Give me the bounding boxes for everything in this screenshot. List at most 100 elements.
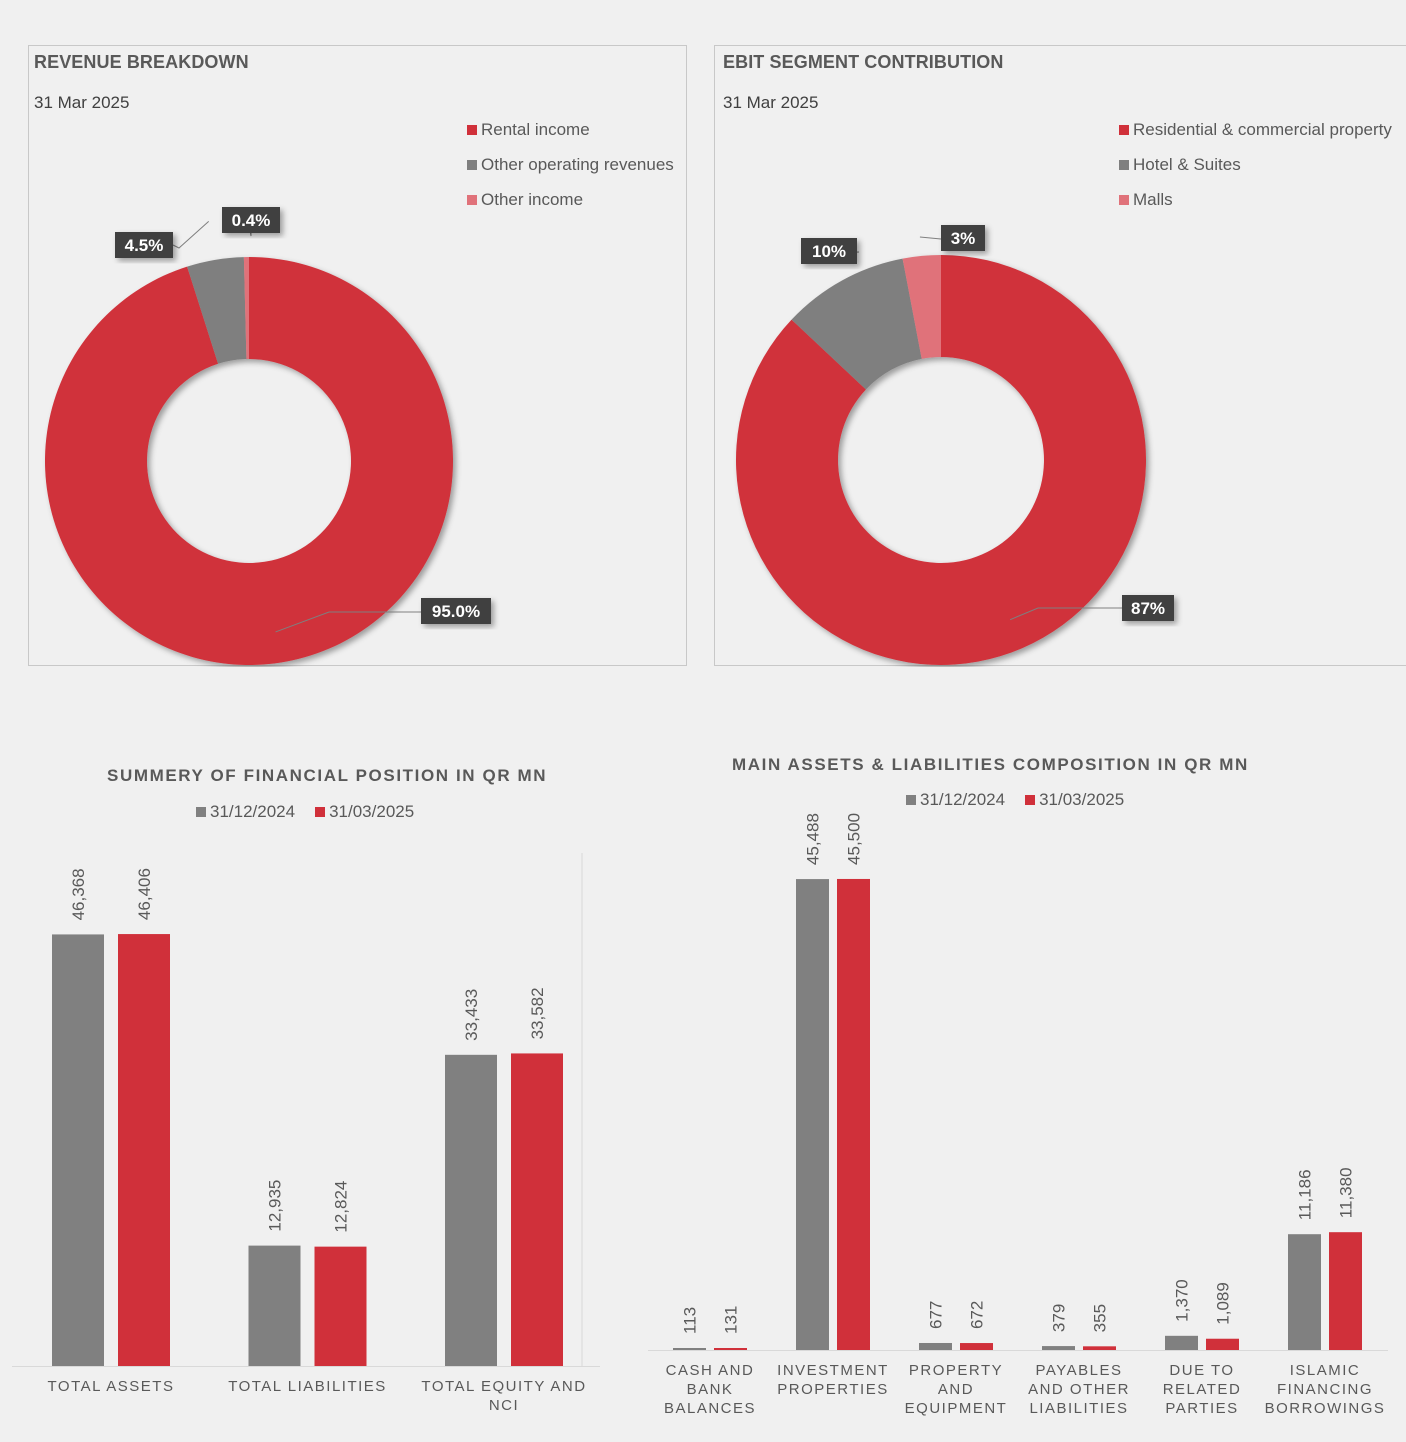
legend-label: Hotel & Suites (1133, 154, 1241, 174)
leader-line (1009, 607, 1122, 621)
legend-item: 31/12/2024 (906, 790, 1005, 810)
legend-item: 31/03/2025 (1025, 790, 1124, 810)
financial-position-legend: 31/12/2024 31/03/2025 (196, 802, 414, 822)
bar-value-label: 12,824 (332, 1181, 351, 1233)
bar (1165, 1335, 1198, 1350)
data-label: 3% (951, 229, 976, 248)
category-label: BALANCES (664, 1400, 756, 1417)
legend-label: Rental income (481, 119, 590, 139)
category-label: RELATED (1163, 1381, 1242, 1398)
category-label: PROPERTY (909, 1362, 1003, 1379)
bar (314, 1246, 367, 1366)
category-label: PROPERTIES (777, 1381, 888, 1398)
bar (919, 1342, 952, 1350)
legend-swatch (906, 795, 916, 805)
legend-label: Residential & commercial property (1133, 119, 1392, 139)
legend-label: 31/03/2025 (1039, 790, 1125, 809)
data-label-box (1122, 595, 1174, 621)
data-label-box (941, 225, 985, 251)
category-label: AND (938, 1381, 974, 1398)
bar (118, 934, 170, 1366)
category-label: FINANCING (1277, 1381, 1373, 1398)
bar (445, 1054, 497, 1366)
bar-value-label: 45,488 (804, 813, 823, 865)
assets-liabilities-legend: 31/12/2024 31/03/2025 (906, 790, 1124, 810)
legend-label: 31/12/2024 (210, 802, 296, 821)
bar (960, 1343, 993, 1350)
category-label: TOTAL LIABILITIES (228, 1378, 387, 1395)
revenue-breakdown-legend: Rental income Other operating revenues Oth… (467, 112, 674, 217)
legend-swatch (1025, 795, 1036, 805)
revenue-breakdown-title: REVENUE BREAKDOWN (34, 52, 249, 72)
data-label-box (421, 598, 491, 624)
financial-position-title: SUMMERY OF FINANCIAL POSITION IN QR MN (107, 766, 548, 785)
bar-value-label: 45,500 (845, 813, 864, 865)
legend-swatch (467, 194, 477, 205)
bar-value-label: 46,368 (69, 868, 88, 920)
donut-slice (736, 255, 1146, 665)
bar (673, 1348, 706, 1350)
legend-swatch (1119, 159, 1129, 170)
bar-value-label: 677 (927, 1301, 946, 1329)
data-label: 4.5% (125, 236, 164, 255)
category-label: NCI (489, 1397, 519, 1414)
donut-slice (902, 255, 941, 359)
legend-label: Malls (1133, 189, 1173, 209)
financial-position-chart: 46,368 46,406 TOTAL ASSETS 12,935 12,824 TOTA… (12, 853, 600, 1414)
legend-label: 31/03/2025 (329, 802, 415, 821)
leader-line (275, 611, 421, 633)
bar-value-label: 113 (681, 1307, 700, 1334)
revenue-breakdown-date: 31 Mar 2025 (34, 93, 130, 112)
ebit-contribution-date: 31 Mar 2025 (723, 93, 819, 112)
bar (837, 878, 870, 1350)
data-label: 95.0% (432, 602, 480, 621)
legend-item: Other operating revenues (467, 147, 674, 182)
ebit-contribution-title: EBIT SEGMENT CONTRIBUTION (723, 52, 1004, 72)
bar (714, 1348, 747, 1350)
donut-slice (187, 257, 247, 364)
leader-line (172, 220, 210, 249)
legend-label: Other operating revenues (481, 154, 674, 174)
legend-swatch (315, 807, 326, 817)
bar-value-label: 46,406 (135, 868, 154, 920)
data-label: 87% (1131, 599, 1165, 618)
data-label: 0.4% (232, 211, 271, 230)
legend-item: Rental income (467, 112, 674, 147)
ebit-contribution-panel: EBIT SEGMENT CONTRIBUTION 31 Mar 2025 Re… (714, 45, 1406, 666)
category-label: TOTAL ASSETS (48, 1378, 175, 1395)
legend-swatch (467, 124, 477, 135)
bar-value-label: 11,380 (1337, 1167, 1356, 1218)
bar (1288, 1234, 1321, 1350)
bar (511, 1053, 563, 1366)
legend-label: Other income (481, 189, 584, 209)
revenue-breakdown-donut: 95.0% 4.5% 0.4% (44, 207, 491, 665)
bar-value-label: 1,370 (1173, 1279, 1192, 1322)
category-label: CASH AND (666, 1362, 755, 1379)
donut-slice (791, 258, 922, 390)
donut-slice (243, 257, 249, 360)
leader-line (919, 236, 942, 240)
legend-item: Other income (467, 182, 674, 217)
legend-swatch (1119, 124, 1129, 135)
category-label: EQUIPMENT (905, 1400, 1008, 1417)
legend-swatch (467, 159, 477, 170)
donut-slice (44, 257, 453, 665)
bar-value-label: 11,186 (1296, 1169, 1315, 1220)
category-label: TOTAL EQUITY AND (421, 1378, 586, 1395)
legend-item: 31/12/2024 (196, 802, 295, 822)
legend-item: Hotel & Suites (1119, 147, 1392, 182)
bar (248, 1245, 301, 1366)
category-label: AND OTHER (1028, 1381, 1130, 1398)
data-label-box (801, 238, 857, 264)
data-label-box (222, 207, 280, 233)
legend-swatch (1119, 194, 1129, 205)
bar-value-label: 379 (1050, 1304, 1069, 1332)
legend-swatch (196, 807, 206, 817)
bar (52, 934, 104, 1366)
data-label-box (115, 232, 173, 258)
category-label: BANK (687, 1381, 734, 1398)
bar-value-label: 131 (722, 1306, 741, 1334)
ebit-contribution-legend: Residential & commercial property Hotel &… (1119, 112, 1392, 217)
category-label: PAYABLES (1035, 1362, 1122, 1379)
